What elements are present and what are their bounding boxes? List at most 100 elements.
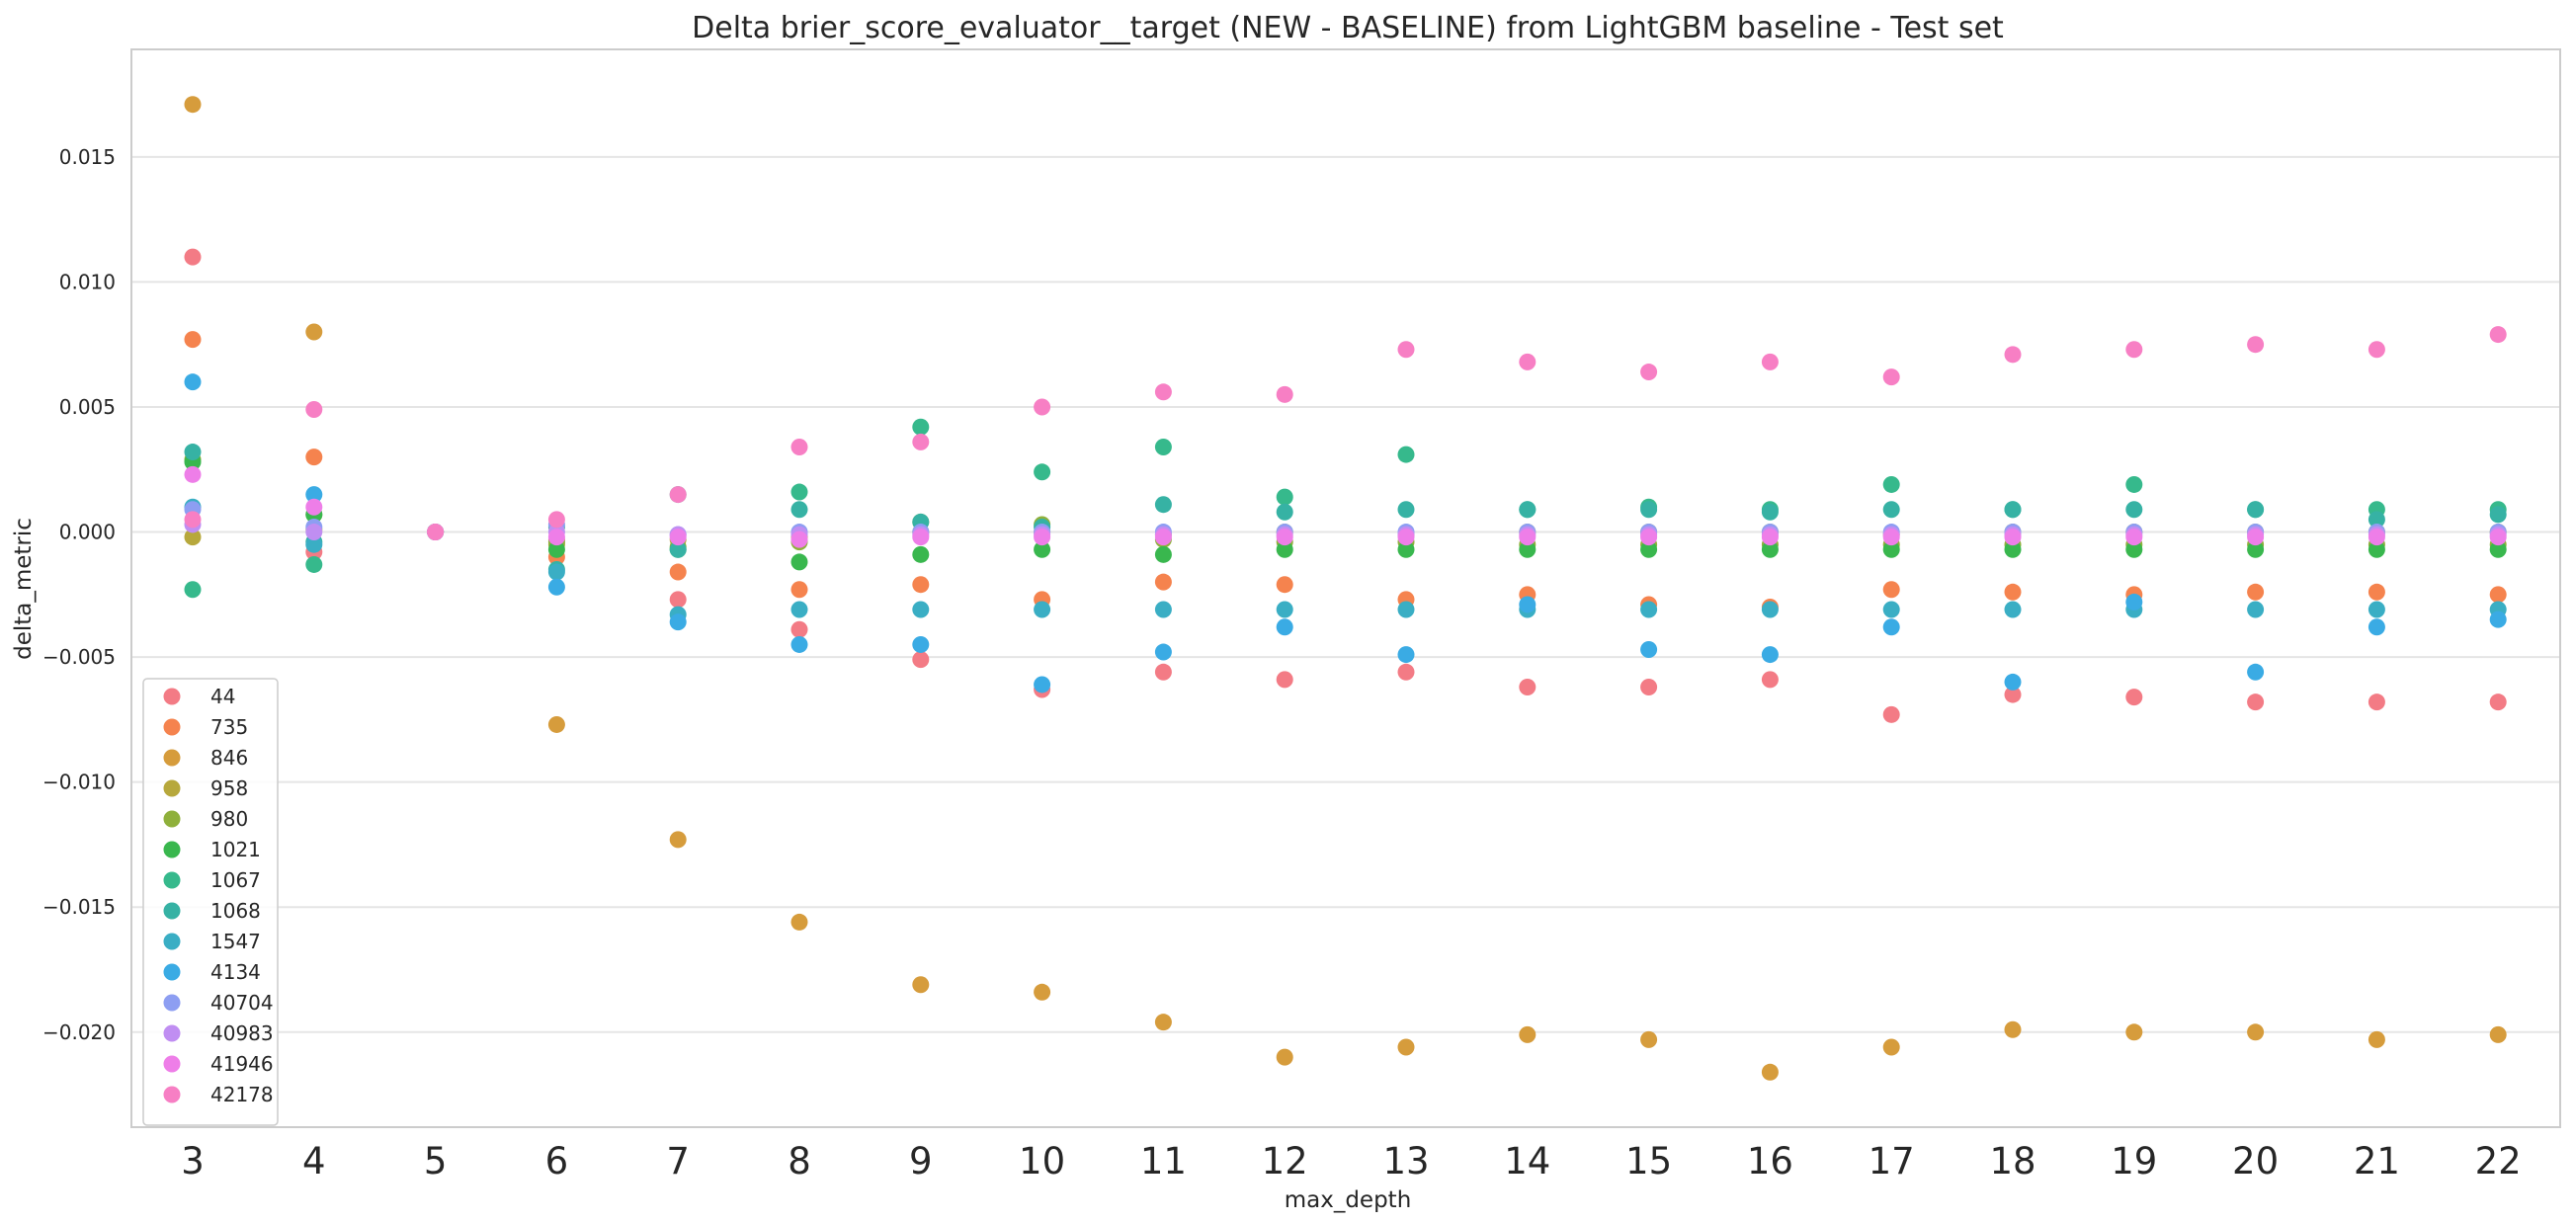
data-point [669,486,687,504]
x-tick-label: 10 [1019,1140,1065,1182]
data-point [2368,583,2385,601]
data-point [1519,501,1537,519]
legend-label: 735 [210,715,248,739]
data-point [790,601,808,618]
data-point [1397,529,1415,546]
data-point [1276,576,1293,594]
data-point [1519,678,1537,695]
data-point [547,715,565,733]
data-point [2489,1025,2507,1043]
data-point [2247,663,2265,681]
data-point [2125,540,2143,558]
data-point [1519,529,1537,546]
data-point [305,323,323,341]
data-point [1640,529,1658,546]
data-point [2247,601,2265,618]
x-tick-label: 4 [302,1140,326,1182]
data-point [790,581,808,599]
data-point [2004,686,2022,703]
data-point [2489,540,2507,558]
data-point [1640,501,1658,519]
data-point [1034,540,1051,558]
data-point [790,530,808,548]
data-point [184,511,202,529]
y-tick-label: 0.000 [59,521,116,544]
data-point [1276,488,1293,506]
legend-marker [163,963,181,981]
legend-label: 1067 [210,868,261,892]
data-point [1034,463,1051,481]
data-point [2489,506,2507,524]
y-tick-label: −0.015 [42,895,116,919]
data-point [1761,646,1779,664]
x-tick-label: 22 [2475,1140,2522,1182]
data-point [1154,573,1172,591]
data-point [669,591,687,609]
legend-item: 4134 [163,960,261,984]
data-point [2489,611,2507,628]
data-point [1276,671,1293,689]
legend-label: 1068 [210,899,261,923]
x-tick-label: 9 [909,1140,933,1182]
data-point [1397,540,1415,558]
data-point [547,540,565,558]
data-point [1640,601,1658,618]
data-point [1154,601,1172,618]
data-point [2004,583,2022,601]
data-point [1519,353,1537,370]
data-point [2004,501,2022,519]
data-point [2004,673,2022,691]
legend-label: 41946 [210,1052,274,1076]
data-point [2125,341,2143,359]
x-tick-label: 13 [1382,1140,1429,1182]
data-point [1154,643,1172,661]
data-point [912,418,930,436]
legend-marker [163,841,181,858]
data-point [669,540,687,558]
y-tick-label: −0.020 [42,1020,116,1044]
legend-marker [163,688,181,705]
x-tick-labels: 3 4 5 6 7 8 9 10 11 12 13 14 15 16 17 18 19 20 21 22 [181,1140,2522,1182]
data-point [2368,341,2385,359]
data-point [184,465,202,483]
data-point [1397,501,1415,519]
data-point [1276,1048,1293,1066]
data-point [669,563,687,581]
data-point [1154,1014,1172,1031]
data-point [912,545,930,563]
x-tick-label: 6 [545,1140,569,1182]
data-point [2125,1023,2143,1041]
data-point [2247,529,2265,546]
data-point [2247,336,2265,354]
data-point [912,601,930,618]
data-point [1640,540,1658,558]
data-point [790,483,808,501]
data-point [1519,596,1537,613]
x-tick-label: 8 [788,1140,811,1182]
data-point [2368,693,2385,711]
x-tick-label: 16 [1747,1140,1793,1182]
x-tick-label: 19 [2111,1140,2157,1182]
data-point [2247,1023,2265,1041]
data-point [1761,1063,1779,1081]
data-point [1276,618,1293,636]
data-point [184,581,202,599]
data-point [184,96,202,114]
y-axis-label: delta_metric [11,518,37,660]
data-point [1519,540,1537,558]
legend-item: 42178 [163,1083,274,1106]
x-tick-label: 12 [1262,1140,1308,1182]
data-point [1034,676,1051,693]
data-point [1154,383,1172,401]
legend-label: 44 [210,685,235,708]
legend-label: 1547 [210,930,261,953]
x-tick-label: 21 [2354,1140,2400,1182]
data-point [1397,646,1415,664]
data-point [547,563,565,581]
data-point [1397,663,1415,681]
data-point [305,535,323,553]
y-gridlines [131,155,2560,1033]
data-point [427,524,445,541]
data-point [1154,545,1172,563]
